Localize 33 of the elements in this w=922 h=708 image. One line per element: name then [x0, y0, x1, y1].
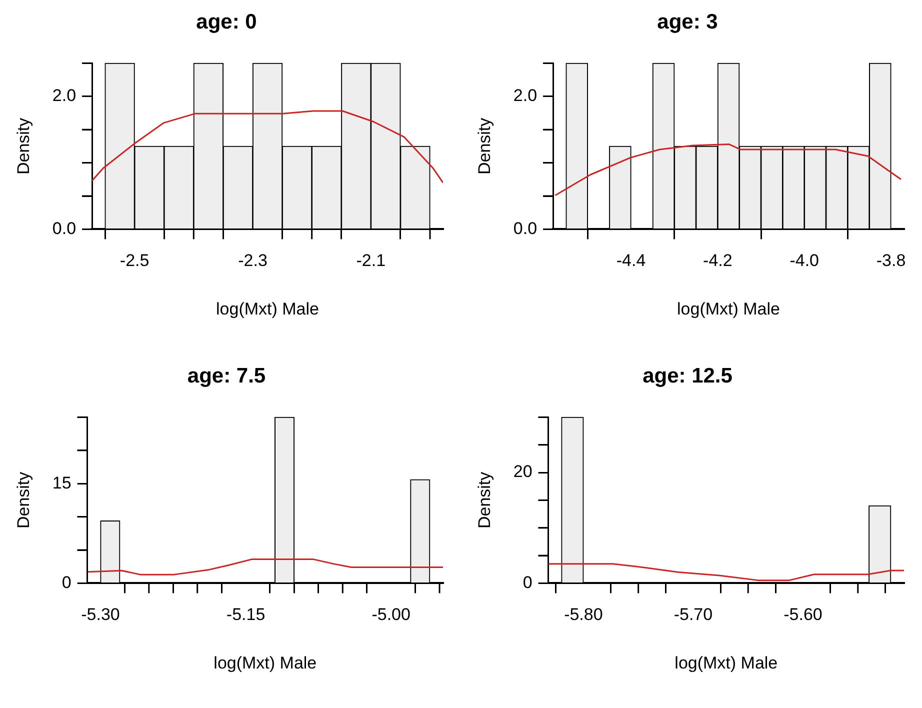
x-axis-title: log(Mxt) Male — [677, 299, 780, 318]
y-axis-title: Density — [14, 117, 33, 175]
y-axis-title: Density — [474, 117, 494, 175]
x-tick-label: -2.1 — [356, 251, 386, 270]
chart-title: age: 0 — [196, 10, 257, 34]
y-tick-label: 0.0 — [52, 218, 76, 238]
x-tick-label: -4.0 — [790, 251, 819, 270]
y-tick-label: 0 — [522, 572, 532, 592]
x-tick-label: -5.15 — [226, 605, 266, 624]
x-axis-title: log(Mxt) Male — [674, 653, 778, 672]
y-tick-label: 0.0 — [513, 218, 538, 238]
y-tick-label: 2.0 — [513, 86, 538, 106]
x-tick-label: -4.2 — [703, 251, 732, 270]
y-axis-title: Density — [14, 471, 33, 529]
x-axis-title: log(Mxt) Male — [214, 653, 317, 672]
chart-title: age: 12.5 — [642, 364, 733, 388]
x-tick-label: -2.5 — [120, 251, 150, 270]
x-tick-label: -5.70 — [674, 605, 713, 624]
x-tick-label: -4.4 — [616, 251, 646, 270]
x-tick-label: -5.00 — [372, 605, 410, 624]
x-tick-label: -3.8 — [876, 251, 906, 270]
y-tick-label: 15 — [52, 473, 72, 492]
y-tick-label: 20 — [513, 462, 532, 482]
x-tick-label: -5.30 — [81, 605, 120, 624]
chart-title: age: 7.5 — [187, 364, 266, 388]
x-axis-title: log(Mxt) Male — [216, 299, 319, 318]
chart-title: age: 3 — [657, 10, 718, 34]
y-tick-label: 0 — [62, 572, 72, 592]
y-axis-title: Density — [474, 471, 494, 529]
x-tick-label: -5.80 — [564, 605, 603, 624]
y-tick-label: 2.0 — [52, 86, 76, 106]
x-tick-label: -2.3 — [238, 251, 268, 270]
x-tick-label: -5.60 — [784, 605, 822, 624]
